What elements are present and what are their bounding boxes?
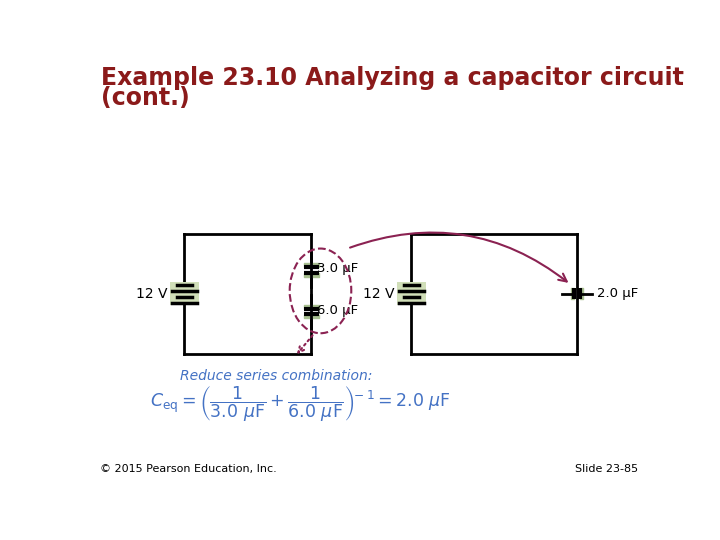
Bar: [397, 282, 426, 306]
FancyArrowPatch shape: [350, 233, 567, 281]
Bar: [170, 282, 199, 306]
Text: Reduce series combination:: Reduce series combination:: [180, 369, 373, 383]
Text: 12 V: 12 V: [136, 287, 168, 301]
Text: (cont.): (cont.): [101, 86, 190, 110]
Text: 6.0 μF: 6.0 μF: [318, 303, 359, 317]
Text: Example 23.10 Analyzing a capacitor circuit: Example 23.10 Analyzing a capacitor circ…: [101, 66, 684, 90]
Text: 3.0 μF: 3.0 μF: [318, 262, 359, 275]
Text: © 2015 Pearson Education, Inc.: © 2015 Pearson Education, Inc.: [99, 464, 276, 475]
Text: 2.0 μF: 2.0 μF: [597, 287, 638, 300]
Text: $C_\mathrm{eq} = \left(\dfrac{1}{3.0\ \mu\mathrm{F}} + \dfrac{1}{6.0\ \mu\mathrm: $C_\mathrm{eq} = \left(\dfrac{1}{3.0\ \m…: [150, 384, 451, 424]
Text: 12 V: 12 V: [364, 287, 395, 301]
Text: Slide 23-85: Slide 23-85: [575, 464, 639, 475]
